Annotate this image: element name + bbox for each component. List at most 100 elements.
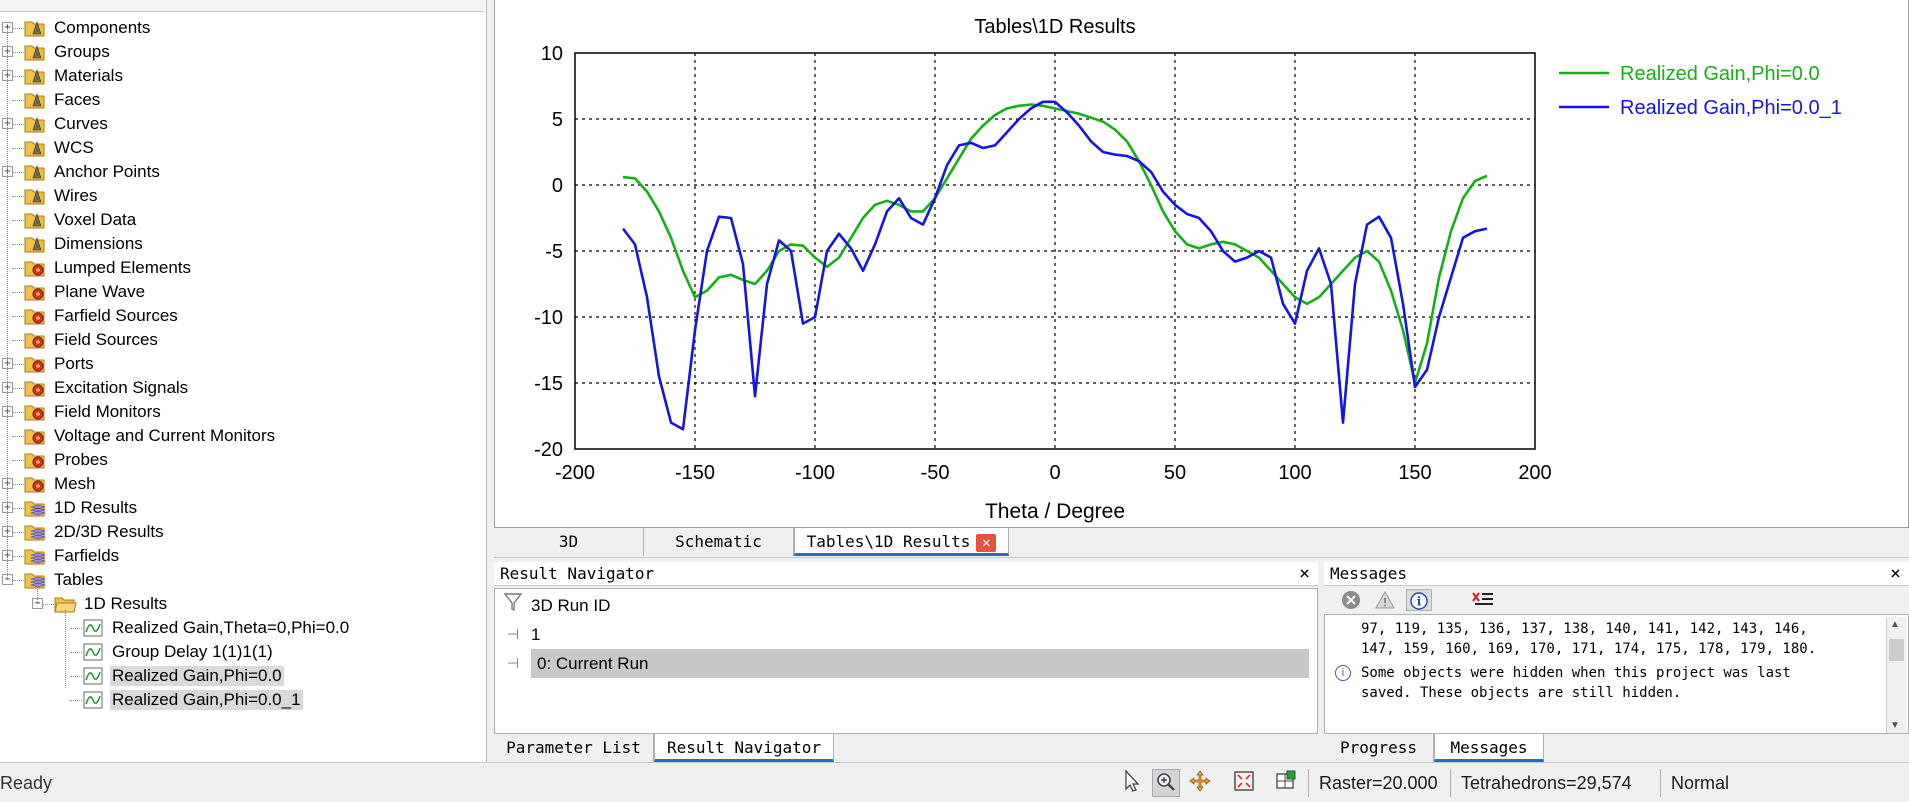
tree-connector: [12, 508, 24, 509]
clear-messages-icon[interactable]: [1470, 589, 1496, 611]
zoom-icon[interactable]: [1152, 769, 1180, 797]
tree-connector: [12, 484, 24, 485]
tree-item[interactable]: Realized Gain,Phi=0.0_1: [0, 688, 485, 712]
tree-item-label: Voltage and Current Monitors: [54, 426, 276, 445]
tree-item[interactable]: Wires: [0, 184, 485, 208]
run-id-value-row[interactable]: ⊣ 1: [495, 620, 1315, 649]
error-filter-icon[interactable]: [1338, 589, 1364, 611]
tree-item[interactable]: + Materials: [0, 64, 485, 88]
y-tick-label: 5: [552, 109, 563, 131]
tree-item[interactable]: Voxel Data: [0, 208, 485, 232]
chart-ticks: -200 -150 -100 -50 0 50 100 150 2001050-5-10-15-…: [534, 43, 1552, 484]
status-text: Ready: [0, 773, 53, 793]
scroll-up-icon[interactable]: ▲: [1890, 619, 1900, 630]
plot-view[interactable]: Tables\1D Results Theta / Degree -200 -15…: [494, 0, 1909, 528]
tree-item[interactable]: Probes: [0, 448, 485, 472]
folder-icon: [24, 66, 48, 86]
run-id-header-row[interactable]: 3D Run ID: [495, 591, 1315, 620]
run-id-header: 3D Run ID: [531, 596, 611, 615]
tree-item[interactable]: Lumped Elements: [0, 256, 485, 280]
tab-parameter-list[interactable]: Parameter List: [494, 734, 654, 762]
scroll-down-icon[interactable]: ▼: [1890, 720, 1900, 731]
pointer-icon[interactable]: [1118, 769, 1146, 797]
tree-item[interactable]: −1D Results: [0, 592, 485, 616]
tree-item[interactable]: + Mesh: [0, 472, 485, 496]
curve-result-icon: [82, 618, 106, 638]
info-filter-icon[interactable]: i: [1406, 589, 1432, 611]
x-tick-label: -50: [921, 462, 950, 484]
tree-item[interactable]: Realized Gain,Theta=0,Phi=0.0: [0, 616, 485, 640]
messages-scrollbar[interactable]: ▲ ▼: [1886, 617, 1906, 733]
tree-item[interactable]: Voltage and Current Monitors: [0, 424, 485, 448]
x-tick-label: 50: [1164, 462, 1186, 484]
tree-item[interactable]: Dimensions: [0, 232, 485, 256]
tab-tables-1d-results[interactable]: Tables\1D Results ✕: [794, 528, 1009, 556]
tree-item[interactable]: +1D Results: [0, 496, 485, 520]
fit-view-icon[interactable]: [1230, 769, 1258, 797]
current-run-row[interactable]: ⊣ 0: Current Run: [495, 649, 1315, 678]
y-tick-label: 10: [541, 43, 563, 65]
tree-connector: [12, 52, 24, 53]
tree-item[interactable]: + Farfields: [0, 544, 485, 568]
tree-item[interactable]: + Excitation Signals: [0, 376, 485, 400]
pin-icon[interactable]: ⊣: [506, 626, 520, 642]
pin-icon[interactable]: ⊣: [506, 655, 520, 671]
tree-item-label: Farfield Sources: [54, 306, 178, 325]
tree-item[interactable]: Faces: [0, 88, 485, 112]
tree-connector: [12, 268, 24, 269]
tree-item[interactable]: + Curves: [0, 112, 485, 136]
folder-icon: [24, 234, 48, 254]
line-chart[interactable]: Tables\1D Results Theta / Degree -200 -15…: [495, 0, 1908, 528]
tree-connector: [12, 100, 24, 101]
chart-grid: [575, 53, 1535, 449]
pan-icon[interactable]: [1186, 769, 1214, 797]
y-tick-label: -15: [534, 373, 563, 395]
tree-item-label: Tables: [54, 570, 104, 589]
open-folder-icon: [54, 594, 78, 614]
tree-item[interactable]: Farfield Sources: [0, 304, 485, 328]
tree-connector: [7, 28, 8, 580]
folder-gear-icon: [24, 474, 48, 494]
tree-item-label: Farfields: [54, 546, 120, 565]
chart-legend: Realized Gain,Phi=0.0 Realized Gain,Phi=0…: [1559, 63, 1842, 119]
tree-item[interactable]: − Tables: [0, 568, 485, 592]
mesh-view-icon[interactable]: [1272, 769, 1300, 797]
tree-connector: [12, 364, 24, 365]
tab-progress[interactable]: Progress: [1324, 734, 1434, 762]
x-tick-label: 0: [1049, 462, 1060, 484]
close-tab-icon[interactable]: ✕: [976, 533, 997, 552]
tab-schematic[interactable]: Schematic: [644, 528, 794, 556]
tree-item[interactable]: + Components: [0, 16, 485, 40]
x-tick-label: -200: [555, 462, 595, 484]
tab-result-navigator[interactable]: Result Navigator: [654, 734, 834, 762]
messages-tabs: Progress Messages: [1324, 734, 1909, 762]
tree-item[interactable]: + Ports: [0, 352, 485, 376]
tree-item[interactable]: WCS: [0, 136, 485, 160]
tree-item[interactable]: +2D/3D Results: [0, 520, 485, 544]
tree-item[interactable]: Field Sources: [0, 328, 485, 352]
tree-item[interactable]: Group Delay 1(1)1(1): [0, 640, 485, 664]
tree-item[interactable]: Realized Gain,Phi=0.0: [0, 664, 485, 688]
chart-title: Tables\1D Results: [974, 16, 1135, 38]
x-tick-label: -150: [675, 462, 715, 484]
tree-connector: [12, 340, 24, 341]
tab-3d[interactable]: 3D: [494, 528, 644, 556]
tree-item-label: Wires: [54, 186, 98, 205]
tree-item[interactable]: Plane Wave: [0, 280, 485, 304]
tab-messages[interactable]: Messages: [1434, 734, 1544, 762]
filter-icon[interactable]: [501, 591, 525, 620]
tree-item[interactable]: + Anchor Points: [0, 160, 485, 184]
scroll-thumb[interactable]: [1889, 639, 1904, 661]
status-bar: Ready Raster=20.000 Tetrahedrons=29,574 …: [0, 762, 1909, 802]
tree-connector: [12, 28, 24, 29]
tree-item[interactable]: + Field Monitors: [0, 400, 485, 424]
navigation-tree: + Components + Groups + Materials Faces + Curves…: [0, 16, 485, 712]
warning-filter-icon[interactable]: [1372, 589, 1398, 611]
tree-connector: [65, 610, 66, 688]
close-icon[interactable]: ×: [1890, 563, 1901, 584]
y-tick-label: -5: [545, 241, 563, 263]
tree-item-label: Ports: [54, 354, 94, 373]
tree-item[interactable]: + Groups: [0, 40, 485, 64]
svg-text:i: i: [1417, 595, 1422, 609]
close-icon[interactable]: ×: [1299, 563, 1310, 584]
